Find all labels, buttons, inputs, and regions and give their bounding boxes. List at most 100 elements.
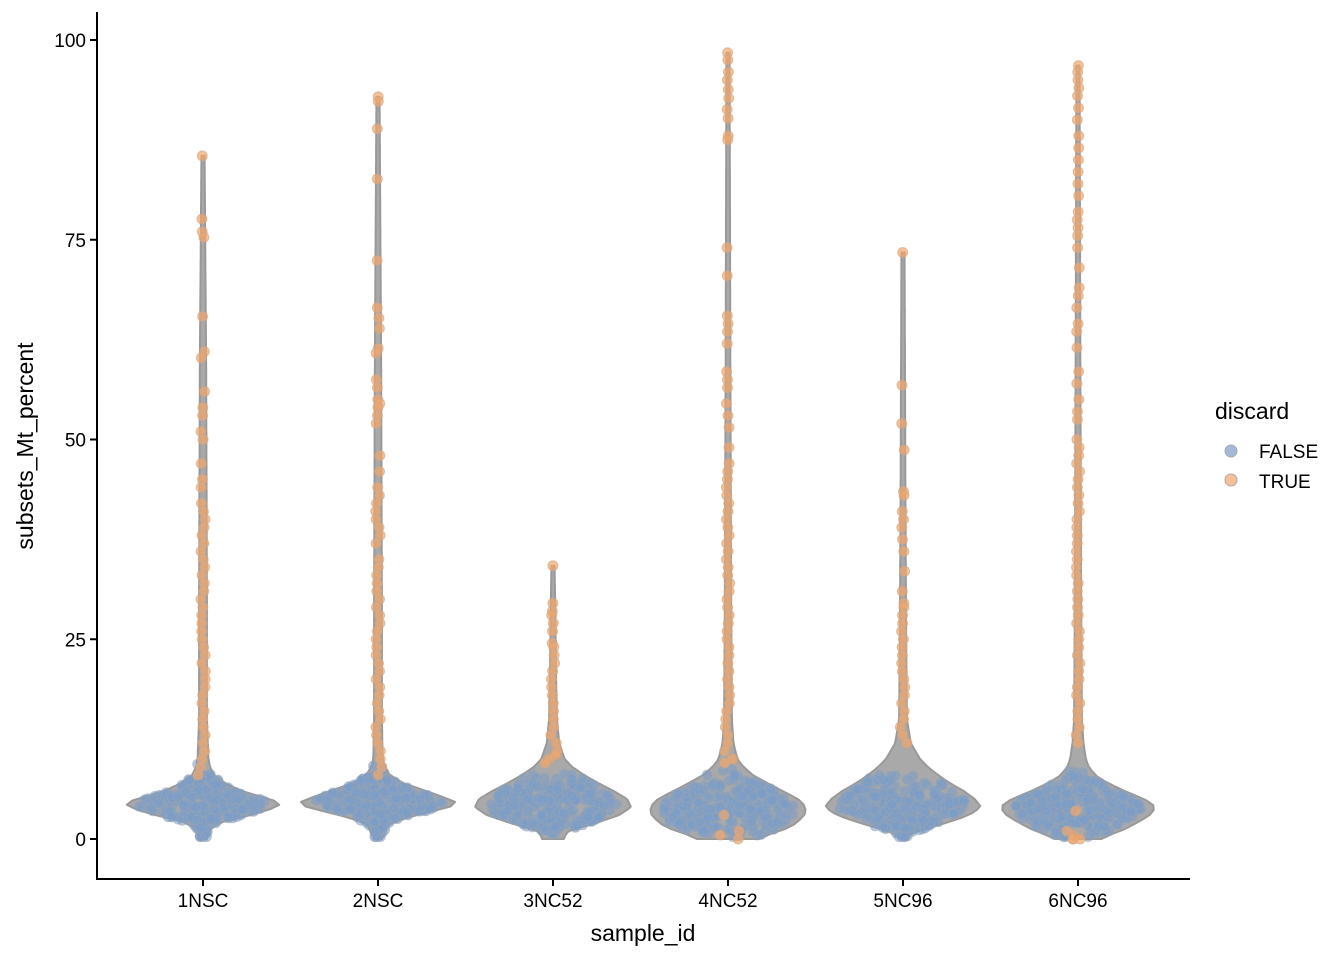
violin-6NC96	[1001, 60, 1155, 845]
false-point	[331, 803, 343, 815]
true-points	[539, 560, 563, 769]
false-point	[375, 809, 387, 821]
true-point	[1071, 114, 1083, 126]
true-point	[896, 585, 908, 597]
true-point	[373, 322, 385, 334]
true-point	[373, 312, 385, 324]
false-point	[1050, 826, 1061, 838]
true-point	[374, 450, 386, 461]
false-point	[667, 811, 679, 823]
true-point	[722, 326, 733, 338]
false-point	[1098, 821, 1110, 833]
true-point	[539, 757, 551, 769]
true-point	[722, 54, 734, 66]
false-point	[1118, 791, 1130, 803]
false-point	[139, 794, 151, 806]
y-tick-label: 75	[65, 231, 86, 252]
false-points	[485, 768, 623, 840]
false-point	[165, 811, 177, 823]
false-point	[929, 789, 941, 801]
true-point	[1071, 378, 1083, 390]
true-point	[197, 311, 209, 322]
false-point	[204, 769, 216, 780]
true-point	[1072, 166, 1084, 178]
x-axis-ticks: 1NSC 2NSC 3NC52 4NC52 5NC96 6NC96	[178, 879, 1108, 912]
false-point	[918, 814, 929, 826]
true-point	[547, 560, 559, 572]
false-point	[172, 791, 184, 803]
true-point	[1072, 230, 1084, 242]
violin-2NSC	[299, 91, 457, 843]
false-point	[861, 776, 873, 788]
legend: discard FALSE TRUE	[1215, 398, 1318, 493]
false-point	[658, 802, 670, 814]
false-point	[834, 803, 846, 815]
false-point	[388, 802, 400, 814]
false-point	[694, 788, 706, 800]
false-point	[1078, 814, 1090, 826]
violin-5NC96	[824, 247, 982, 843]
true-points	[192, 150, 211, 781]
false-point	[943, 798, 955, 810]
false-point	[345, 803, 357, 814]
true-point	[1071, 414, 1083, 425]
false-point	[913, 788, 925, 800]
true-point	[1071, 342, 1083, 354]
true-point	[199, 386, 211, 398]
false-point	[208, 796, 220, 808]
true-point	[901, 737, 913, 749]
false-point	[1025, 797, 1037, 809]
true-point	[371, 302, 383, 314]
violin-3NC52	[474, 560, 632, 840]
true-point	[718, 809, 730, 821]
true-point	[374, 466, 385, 477]
false-point	[571, 819, 583, 831]
plot-area	[125, 47, 1155, 845]
false-point	[210, 779, 222, 791]
false-point	[1056, 811, 1068, 823]
false-point	[694, 816, 705, 828]
true-point	[722, 112, 734, 124]
true-point	[197, 434, 209, 445]
false-point	[527, 817, 539, 829]
true-point	[197, 410, 209, 421]
false-point	[755, 829, 767, 840]
x-tick-label: 3NC52	[523, 891, 582, 912]
false-point	[401, 807, 413, 819]
false-point	[531, 780, 543, 792]
false-point	[674, 816, 686, 828]
x-tick-label: 2NSC	[353, 891, 404, 912]
true-point	[723, 422, 735, 433]
false-point	[744, 804, 756, 816]
violin-1NSC	[125, 150, 281, 843]
true-point	[1073, 102, 1084, 114]
true-point	[722, 410, 734, 421]
false-point	[509, 787, 521, 798]
false-point	[522, 793, 533, 805]
false-point	[390, 792, 402, 804]
false-point	[1133, 798, 1145, 810]
false-point	[1089, 775, 1101, 787]
false-point	[1039, 800, 1051, 812]
false-point	[187, 792, 199, 803]
true-point	[1073, 262, 1085, 274]
false-point	[566, 790, 578, 802]
false-point	[935, 777, 947, 789]
false-point	[575, 782, 586, 793]
false-point	[877, 821, 889, 833]
false-point	[368, 789, 380, 801]
true-point	[721, 338, 733, 350]
false-points	[1010, 766, 1147, 843]
true-point	[372, 96, 384, 107]
true-point	[898, 444, 910, 456]
true-point	[1072, 290, 1084, 302]
false-point	[772, 816, 784, 828]
false-point	[702, 812, 714, 823]
true-point	[896, 379, 908, 391]
false-point	[1038, 815, 1050, 827]
false-point	[1087, 794, 1099, 806]
true-point	[545, 729, 557, 741]
true-point	[370, 418, 382, 429]
false-point	[360, 799, 372, 811]
